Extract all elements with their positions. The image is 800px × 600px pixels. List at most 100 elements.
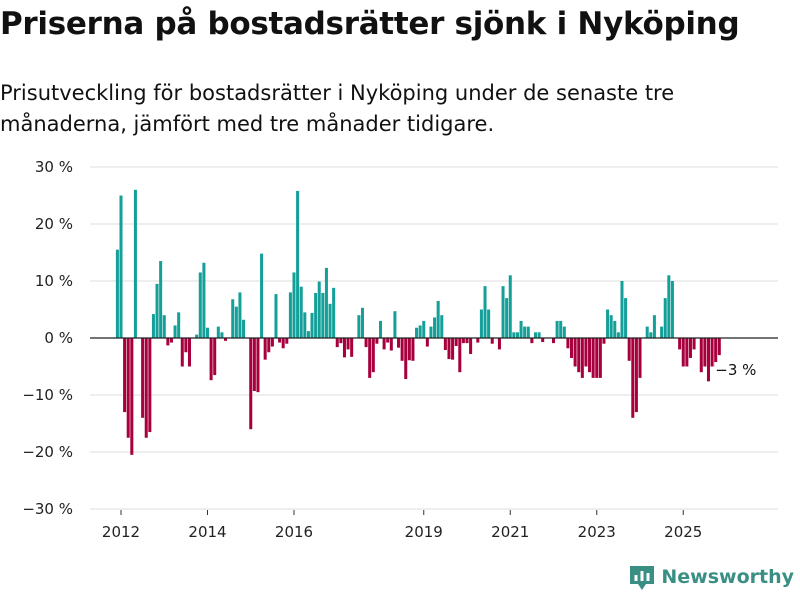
- bar: [523, 326, 527, 338]
- bar: [469, 338, 473, 354]
- bar: [580, 338, 584, 378]
- bar: [389, 338, 393, 351]
- chart-subtitle: Prisutveckling för bostadsrätter i Nyköp…: [0, 81, 675, 136]
- y-tick-label: −30 %: [22, 500, 73, 518]
- bar: [660, 326, 664, 338]
- bar: [346, 338, 350, 350]
- bar: [573, 338, 577, 367]
- newsworthy-logo-icon: [630, 566, 655, 590]
- bar: [465, 338, 469, 344]
- bar: [613, 320, 617, 338]
- bar: [371, 338, 375, 373]
- bar: [317, 281, 321, 338]
- bar: [616, 332, 620, 338]
- bar: [422, 320, 426, 338]
- bar: [205, 327, 210, 338]
- bar: [598, 338, 602, 378]
- bar: [508, 275, 512, 338]
- x-tick-label: 2021: [491, 523, 529, 541]
- bar: [130, 338, 134, 455]
- bar: [324, 267, 328, 338]
- y-tick-label: −10 %: [22, 386, 73, 404]
- bar: [162, 315, 166, 338]
- bar: [606, 309, 610, 338]
- bar: [364, 338, 368, 348]
- bar: [169, 338, 173, 343]
- bar: [620, 281, 624, 338]
- x-tick-label: 2023: [578, 523, 616, 541]
- bar: [296, 190, 300, 338]
- bar: [386, 338, 390, 343]
- bar: [436, 300, 440, 338]
- bar: [285, 338, 289, 344]
- bar: [479, 309, 483, 338]
- bar: [555, 320, 559, 338]
- bar: [321, 292, 325, 338]
- bar: [667, 275, 671, 338]
- bar: [133, 189, 137, 338]
- bar: [397, 338, 401, 348]
- bar: [339, 338, 343, 344]
- bar: [393, 311, 397, 338]
- bar: [559, 320, 563, 338]
- bar: [519, 320, 523, 338]
- bar: [328, 303, 332, 338]
- bar: [231, 299, 235, 338]
- bar: [645, 326, 649, 338]
- bar: [234, 306, 238, 338]
- bar: [155, 283, 159, 338]
- bar: [714, 338, 718, 367]
- y-tick-label: −20 %: [22, 443, 73, 461]
- bar: [159, 261, 163, 338]
- bar: [224, 338, 228, 341]
- bar: [166, 338, 170, 346]
- bar: [526, 326, 530, 338]
- bar: [407, 338, 411, 361]
- bar: [433, 317, 437, 338]
- bar: [404, 338, 408, 380]
- bar: [440, 315, 444, 338]
- bar: [710, 338, 714, 367]
- bar: [454, 338, 458, 346]
- bar: [591, 338, 595, 378]
- bar: [670, 281, 674, 338]
- bar: [123, 338, 127, 413]
- bar: [360, 307, 364, 338]
- bar: [187, 338, 191, 367]
- bar: [151, 314, 155, 338]
- x-tick-label: 2012: [102, 523, 140, 541]
- bar: [357, 315, 361, 338]
- bar: [588, 338, 592, 373]
- bar: [425, 338, 429, 347]
- bar: [267, 338, 271, 353]
- bar: [126, 338, 130, 438]
- bar: [415, 327, 419, 338]
- x-tick-label: 2014: [188, 523, 226, 541]
- bar: [256, 338, 260, 393]
- bar: [375, 338, 379, 344]
- bar: [195, 334, 199, 338]
- y-tick-label: 20 %: [35, 215, 73, 233]
- bar: [173, 325, 177, 338]
- bar: [490, 338, 494, 344]
- bar: [278, 338, 282, 343]
- annotation-background: [714, 362, 747, 380]
- bar: [220, 332, 224, 338]
- bar: [634, 338, 638, 413]
- bar: [631, 338, 635, 418]
- x-tick-label: 2019: [405, 523, 443, 541]
- bar: [461, 338, 465, 344]
- bar: [609, 315, 613, 338]
- bar: [144, 338, 148, 438]
- bar: [184, 338, 188, 353]
- bar: [443, 338, 447, 350]
- bar: [260, 253, 264, 338]
- bar: [252, 338, 256, 392]
- bar: [263, 338, 267, 360]
- bar: [306, 331, 310, 338]
- bar: [703, 338, 707, 367]
- bar: [411, 338, 415, 361]
- bar: [706, 338, 710, 382]
- bar: [270, 338, 274, 347]
